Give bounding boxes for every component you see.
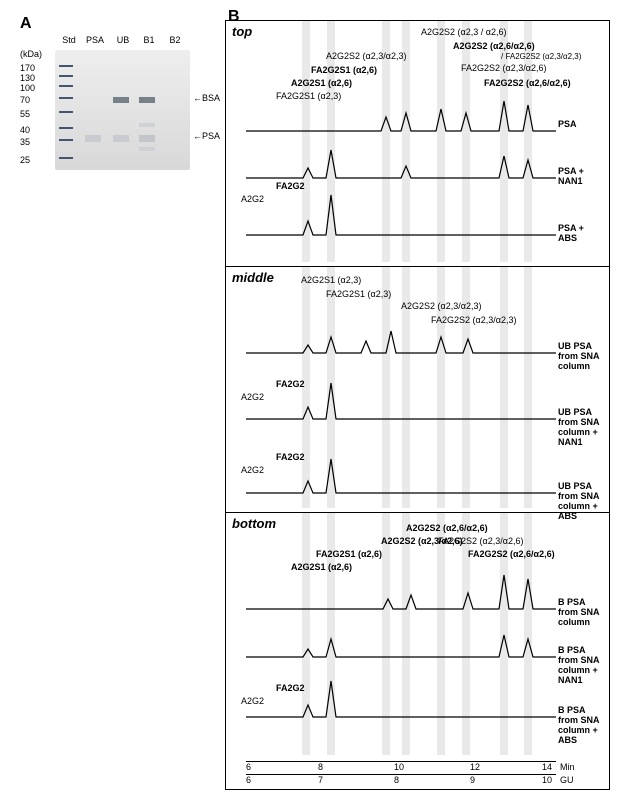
trace-label: UB PSA from SNA column: [558, 341, 605, 371]
peak-label: FA2G2S2 (α2,3/α2,6): [438, 536, 523, 546]
trace-label: B PSA from SNA column + ABS: [558, 705, 605, 745]
kda-unit: (kDa): [20, 49, 42, 59]
peak-label: A2G2S2 (α2,6/α2,6): [453, 41, 535, 51]
chromatogram-trace: [246, 132, 576, 182]
trace-label: PSA: [558, 119, 605, 129]
peak-label: A2G2S2 (α2,3/α2,3): [326, 51, 406, 61]
peak-label: FA2G2: [276, 683, 305, 693]
chromatogram-trace: [246, 189, 576, 239]
peak-label: A2G2S2 (α2,3 / α2,6): [421, 27, 506, 37]
gu-6: 6: [246, 775, 251, 785]
peak-label: FA2G2S1 (α2,3): [276, 91, 341, 101]
gel-band: [139, 97, 155, 103]
gu-axis-line: [246, 774, 556, 775]
std-band: [59, 139, 73, 141]
gel-band: [113, 97, 129, 103]
peak-label: A2G2: [241, 696, 264, 706]
gu-9: 9: [470, 775, 475, 785]
trace-label: B PSA from SNA column + NAN1: [558, 645, 605, 685]
peak-label: FA2G2S2 (α2,6/α2,6): [468, 549, 555, 559]
chromatogram-area: top PSA PSA + NAN1 PSA + ABS A2G2S2 (α2,3 /…: [225, 20, 610, 790]
section-top: top PSA PSA + NAN1 PSA + ABS A2G2S2 (α2,3 /…: [226, 21, 609, 267]
std-band: [59, 127, 73, 129]
peak-label: FA2G2S2 (α2,3/α2,3): [431, 315, 516, 325]
kda-25: 25: [20, 155, 30, 165]
std-band: [59, 111, 73, 113]
trace-label: B PSA from SNA column: [558, 597, 605, 627]
kda-130: 130: [20, 73, 35, 83]
peak-label: A2G2: [241, 465, 264, 475]
section-bottom: bottom B PSA from SNA column B PSA from S…: [226, 513, 609, 759]
min-8: 8: [318, 762, 323, 772]
gel-band: [85, 135, 101, 142]
peak-label: FA2G2S1 (α2,6): [311, 65, 377, 75]
min-label: Min: [560, 762, 575, 772]
figure-root: A (kDa) 170 130 100 70 55 40 35 25 Std P…: [10, 10, 609, 799]
peak-label: FA2G2S2 (α2,3/α2,6): [461, 63, 546, 73]
min-12: 12: [470, 762, 480, 772]
chromatogram-trace: [246, 671, 576, 721]
gu-label: GU: [560, 775, 574, 785]
min-10: 10: [394, 762, 404, 772]
axis-area: 6 8 10 12 14 Min 6 7 8 9 10 GU: [246, 761, 556, 787]
peak-label: FA2G2: [276, 181, 305, 191]
arrow-psa-label: PSA: [202, 131, 220, 141]
min-14: 14: [542, 762, 552, 772]
gel-band: [139, 135, 155, 142]
gu-10: 10: [542, 775, 552, 785]
peak-label: FA2G2: [276, 452, 305, 462]
gel-panel: (kDa) 170 130 100 70 55 40 35 25 Std PSA…: [25, 35, 210, 185]
panel-a-label: A: [20, 15, 32, 33]
std-band: [59, 157, 73, 159]
trace-label: PSA + NAN1: [558, 166, 605, 186]
section-middle: middle UB PSA from SNA column UB PSA from…: [226, 267, 609, 513]
lane-b1: B1: [139, 35, 159, 45]
peak-label: A2G2S1 (α2,6): [291, 78, 352, 88]
peak-label: FA2G2S2 (α2,6/α2,6): [484, 78, 571, 88]
chromatogram-trace: [246, 611, 576, 661]
gel-band: [113, 135, 129, 142]
peak-label: A2G2: [241, 194, 264, 204]
peak-label: FA2G2: [276, 379, 305, 389]
arrow-psa: ←PSA: [193, 131, 220, 141]
trace-label: UB PSA from SNA column + NAN1: [558, 407, 605, 447]
peak-label: A2G2S1 (α2,3): [301, 275, 361, 285]
peak-label: A2G2S2 (α2,3/α2,3): [401, 301, 481, 311]
peak-label: A2G2: [241, 392, 264, 402]
peak-label: FA2G2S1 (α2,3): [326, 289, 391, 299]
std-band: [59, 85, 73, 87]
lane-psa: PSA: [83, 35, 107, 45]
kda-70: 70: [20, 95, 30, 105]
arrow-bsa: ←BSA: [193, 93, 220, 103]
section-middle-label: middle: [232, 270, 274, 285]
lane-ub: UB: [113, 35, 133, 45]
lane-std: Std: [59, 35, 79, 45]
peak-label: FA2G2S1 (α2,6): [316, 549, 382, 559]
gel-band: [139, 147, 155, 151]
kda-40: 40: [20, 125, 30, 135]
gel-band: [139, 123, 155, 127]
section-bottom-label: bottom: [232, 516, 276, 531]
peak-label: A2G2S1 (α2,6): [291, 562, 352, 572]
kda-170: 170: [20, 63, 35, 73]
std-band: [59, 65, 73, 67]
lane-b2: B2: [165, 35, 185, 45]
kda-100: 100: [20, 83, 35, 93]
arrow-bsa-label: BSA: [202, 93, 220, 103]
kda-35: 35: [20, 137, 30, 147]
section-top-label: top: [232, 24, 252, 39]
kda-55: 55: [20, 109, 30, 119]
std-band: [59, 97, 73, 99]
std-band: [59, 75, 73, 77]
trace-label: PSA + ABS: [558, 223, 605, 243]
min-6: 6: [246, 762, 251, 772]
chromatogram-trace: [246, 307, 576, 357]
peak-label: A2G2S2 (α2,6/α2,6): [406, 523, 488, 533]
peak-label: / FA2G2S2 (α2,3/α2,3): [501, 52, 581, 61]
gu-8: 8: [394, 775, 399, 785]
gel-image: [55, 50, 190, 170]
gu-7: 7: [318, 775, 323, 785]
